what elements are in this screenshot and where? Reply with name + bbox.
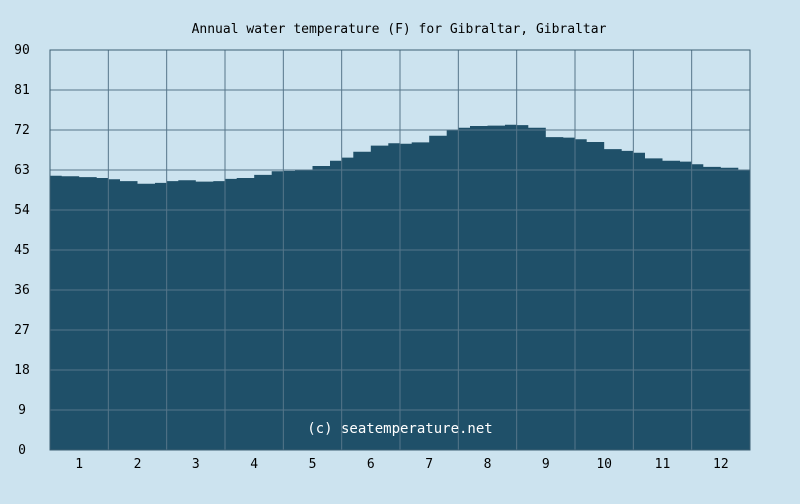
x-tick-label: 7 (425, 457, 433, 472)
x-tick-label: 1 (75, 457, 83, 472)
chart-title: Annual water temperature (F) for Gibralt… (192, 22, 607, 37)
x-tick-label: 10 (596, 457, 612, 472)
y-tick-label: 63 (14, 163, 30, 178)
y-tick-label: 90 (14, 43, 30, 58)
x-tick-label: 12 (713, 457, 729, 472)
y-tick-label: 36 (14, 283, 30, 298)
y-tick-label: 9 (18, 403, 26, 418)
y-tick-label: 54 (14, 203, 30, 218)
plot-frame (49, 49, 751, 451)
x-tick-label: 11 (655, 457, 671, 472)
x-tick-label: 3 (192, 457, 200, 472)
x-tick-label: 5 (309, 457, 317, 472)
y-tick-label: 81 (14, 83, 30, 98)
y-tick-label: 72 (14, 123, 30, 138)
y-tick-label: 18 (14, 363, 30, 378)
x-tick-label: 8 (484, 457, 492, 472)
y-tick-label: 27 (14, 323, 30, 338)
x-tick-label: 4 (250, 457, 258, 472)
x-tick-label: 9 (542, 457, 550, 472)
y-tick-label: 45 (14, 243, 30, 258)
chart-watermark: (c) seatemperature.net (307, 421, 492, 437)
x-tick-label: 6 (367, 457, 375, 472)
y-tick-label: 0 (18, 443, 26, 458)
x-tick-label: 2 (134, 457, 142, 472)
